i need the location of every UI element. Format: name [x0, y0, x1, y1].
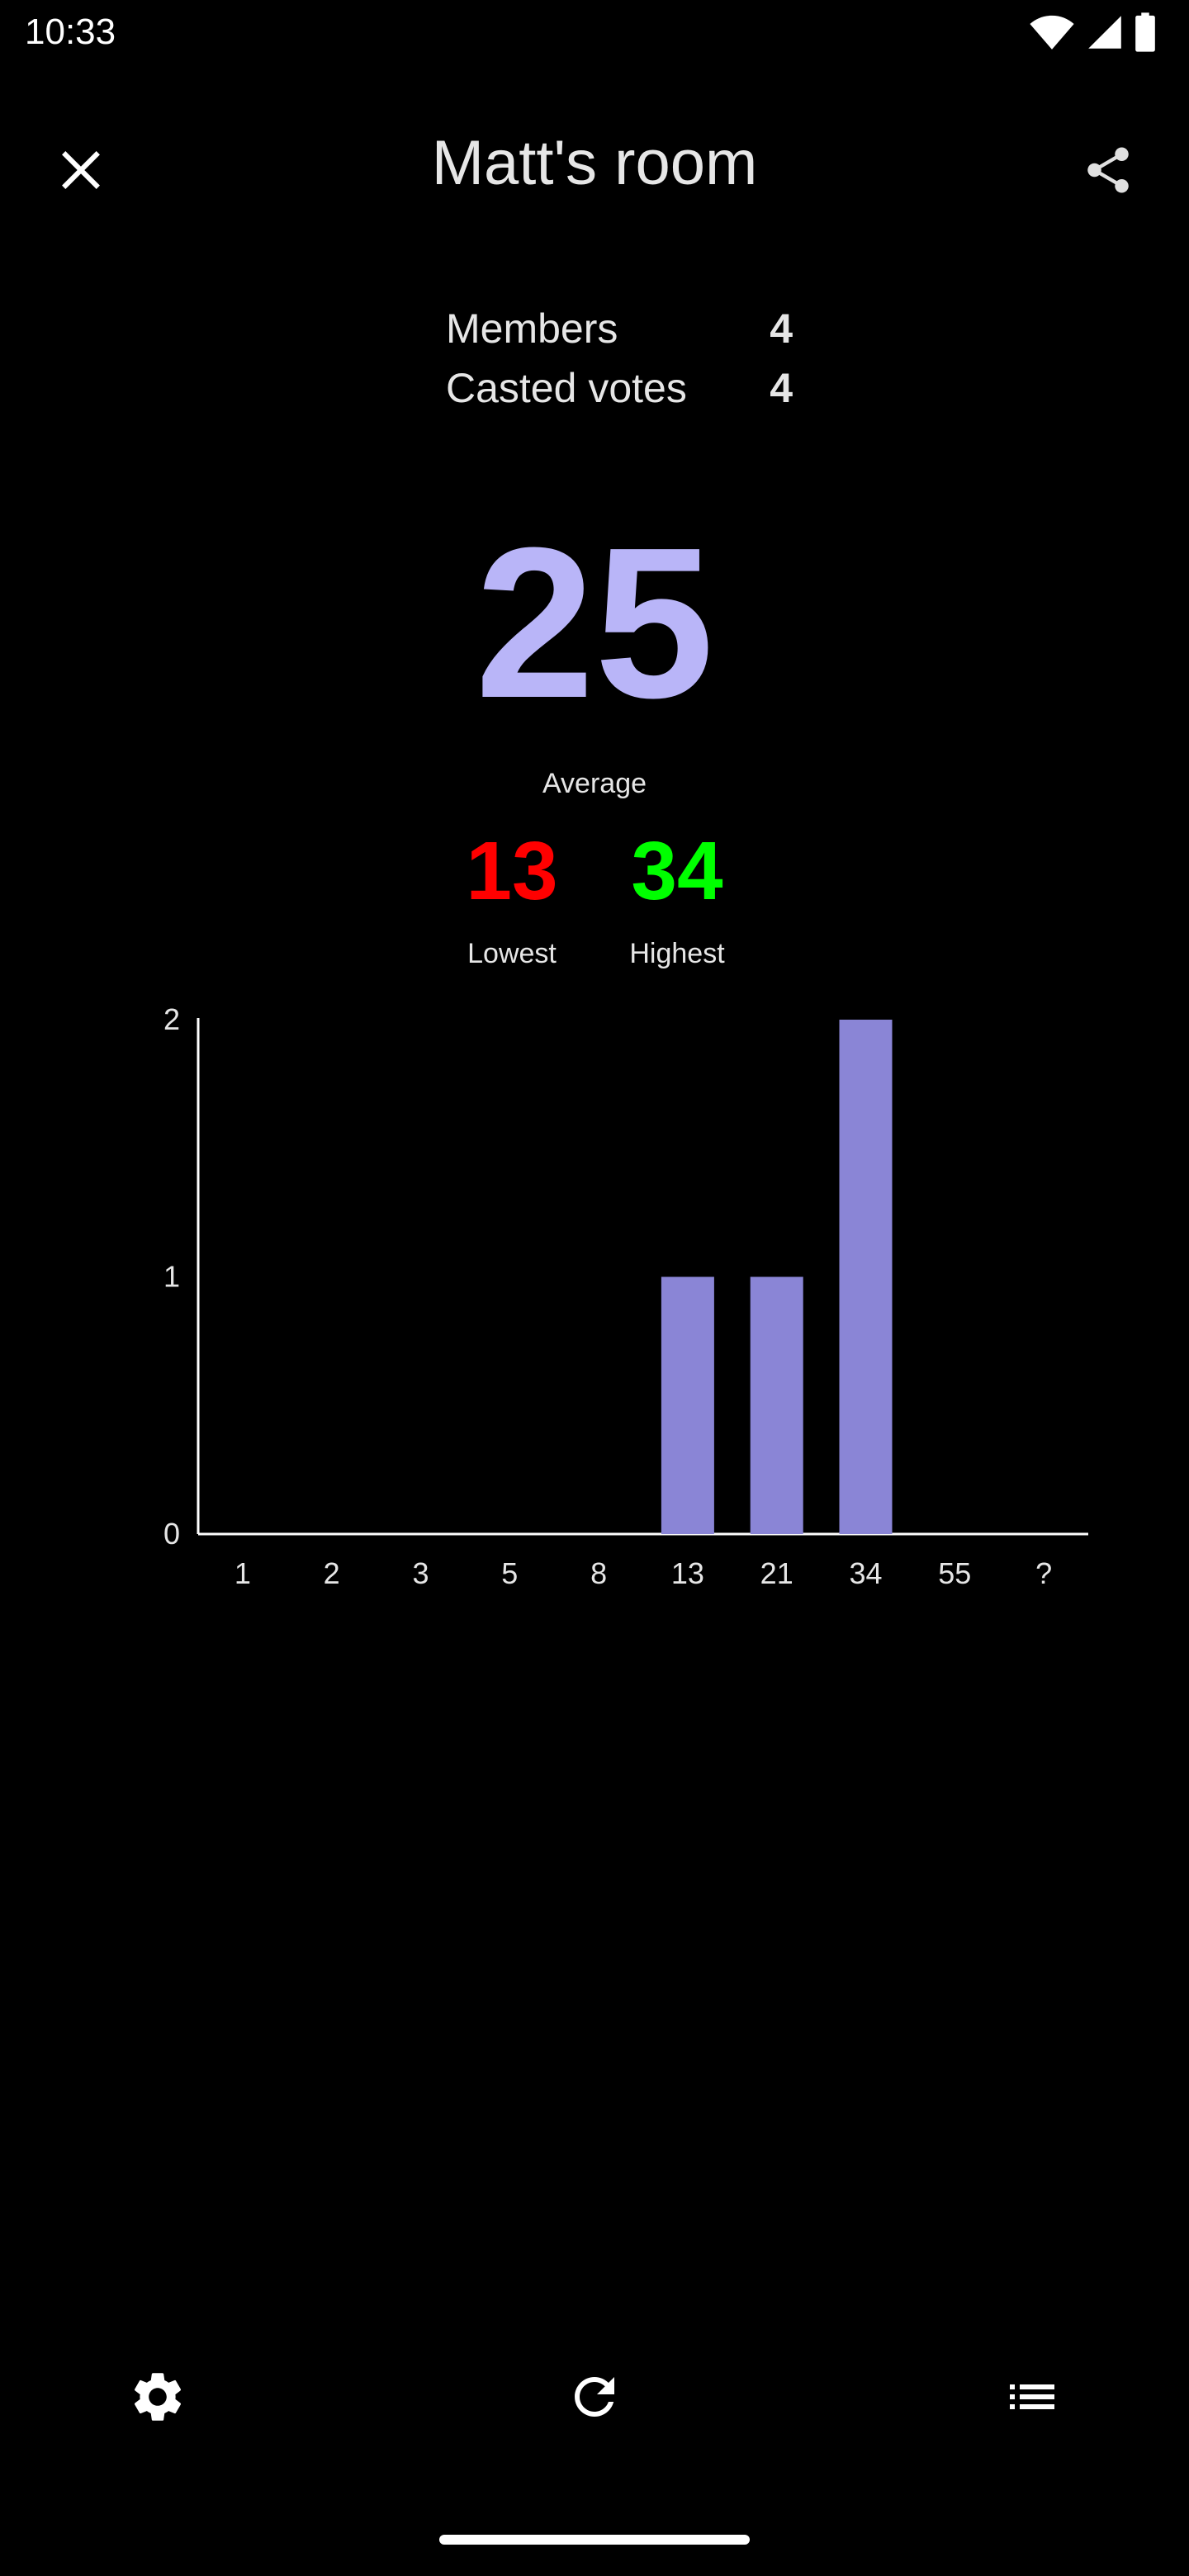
- close-button[interactable]: [41, 132, 121, 211]
- min-max-summary: 13 Lowest 34 Highest: [429, 826, 760, 983]
- votes-row: Casted votes 4: [446, 358, 793, 418]
- status-time: 10:33: [25, 12, 116, 52]
- bar-34: [839, 1020, 893, 1534]
- top-app-bar: Matt's room: [0, 107, 1189, 220]
- settings-button[interactable]: [112, 2353, 203, 2444]
- list-button[interactable]: [987, 2353, 1078, 2444]
- highest-block: 34 Highest: [594, 826, 760, 970]
- cell-signal-icon: [1087, 14, 1123, 54]
- wifi-icon: [1029, 14, 1075, 54]
- x-tick-label: 8: [590, 1556, 607, 1590]
- room-stats: Members 4 Casted votes 4: [446, 299, 793, 418]
- y-tick-label: 0: [163, 1517, 180, 1551]
- highest-value: 34: [631, 825, 723, 917]
- members-count: 4: [770, 305, 793, 352]
- y-tick-label: 2: [163, 1002, 180, 1036]
- status-bar: 10:33: [0, 0, 1189, 69]
- bar-13: [661, 1276, 714, 1534]
- x-tick-label: 3: [412, 1556, 429, 1590]
- bar-21: [750, 1276, 803, 1534]
- average-label: Average: [542, 768, 647, 799]
- refresh-icon: [565, 2367, 624, 2431]
- x-tick-label: 34: [849, 1556, 882, 1590]
- bottom-action-bar: [0, 2353, 1189, 2444]
- x-tick-label: 1: [234, 1556, 251, 1590]
- gear-icon: [128, 2367, 187, 2431]
- members-row: Members 4: [446, 299, 793, 358]
- status-icons: [1029, 12, 1156, 56]
- x-tick-label: 2: [324, 1556, 340, 1590]
- members-label: Members: [446, 305, 618, 352]
- x-tick-label: 55: [938, 1556, 971, 1590]
- home-indicator[interactable]: [439, 2535, 750, 2545]
- battery-icon: [1135, 12, 1156, 56]
- lowest-block: 13 Lowest: [429, 826, 594, 970]
- votes-count: 4: [770, 365, 793, 411]
- x-tick-label: ?: [1035, 1556, 1052, 1590]
- refresh-button[interactable]: [549, 2353, 640, 2444]
- x-tick-label: 13: [671, 1556, 704, 1590]
- page-title: Matt's room: [431, 128, 758, 198]
- lowest-value: 13: [466, 825, 558, 917]
- highest-label: Highest: [629, 938, 725, 969]
- x-tick-label: 21: [760, 1556, 793, 1590]
- x-tick-label: 5: [501, 1556, 518, 1590]
- share-icon: [1081, 143, 1135, 201]
- votes-label: Casted votes: [446, 365, 687, 411]
- y-tick-label: 1: [163, 1260, 180, 1294]
- share-button[interactable]: [1068, 132, 1148, 211]
- lowest-label: Lowest: [467, 938, 557, 969]
- close-icon: [58, 147, 104, 197]
- average-value: 25: [475, 504, 714, 743]
- votes-chart: 0 1 2 1 2 3 5 8 13 21 34 55?: [0, 983, 1189, 1610]
- list-icon: [1002, 2367, 1062, 2431]
